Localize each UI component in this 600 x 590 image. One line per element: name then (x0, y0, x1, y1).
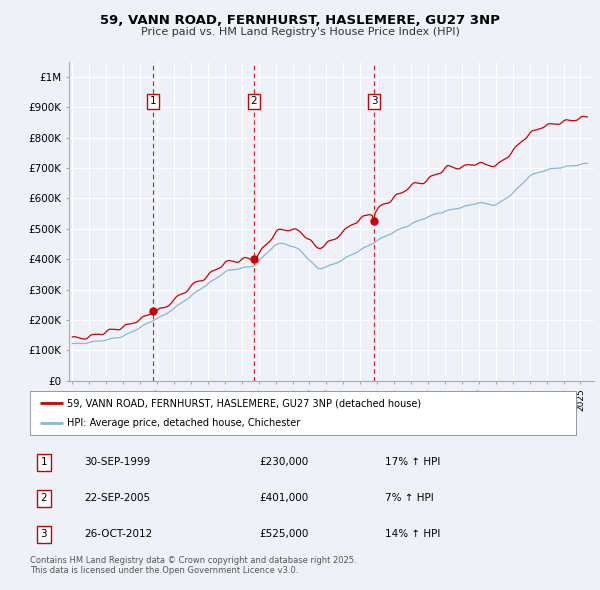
Text: 7% ↑ HPI: 7% ↑ HPI (385, 493, 434, 503)
Text: £401,000: £401,000 (259, 493, 308, 503)
Text: HPI: Average price, detached house, Chichester: HPI: Average price, detached house, Chic… (67, 418, 301, 428)
Text: £230,000: £230,000 (259, 457, 308, 467)
Text: 59, VANN ROAD, FERNHURST, HASLEMERE, GU27 3NP (detached house): 59, VANN ROAD, FERNHURST, HASLEMERE, GU2… (67, 398, 421, 408)
Text: 2: 2 (251, 96, 257, 106)
Text: 3: 3 (40, 529, 47, 539)
Text: Contains HM Land Registry data © Crown copyright and database right 2025.
This d: Contains HM Land Registry data © Crown c… (30, 556, 356, 575)
Text: Price paid vs. HM Land Registry's House Price Index (HPI): Price paid vs. HM Land Registry's House … (140, 27, 460, 37)
Text: 1: 1 (40, 457, 47, 467)
Text: 17% ↑ HPI: 17% ↑ HPI (385, 457, 440, 467)
Text: 26-OCT-2012: 26-OCT-2012 (85, 529, 153, 539)
Text: 1: 1 (149, 96, 156, 106)
Text: 2: 2 (40, 493, 47, 503)
Text: 30-SEP-1999: 30-SEP-1999 (85, 457, 151, 467)
Text: 3: 3 (371, 96, 377, 106)
Text: 14% ↑ HPI: 14% ↑ HPI (385, 529, 440, 539)
Text: 59, VANN ROAD, FERNHURST, HASLEMERE, GU27 3NP: 59, VANN ROAD, FERNHURST, HASLEMERE, GU2… (100, 14, 500, 27)
Text: £525,000: £525,000 (259, 529, 308, 539)
Text: 22-SEP-2005: 22-SEP-2005 (85, 493, 151, 503)
